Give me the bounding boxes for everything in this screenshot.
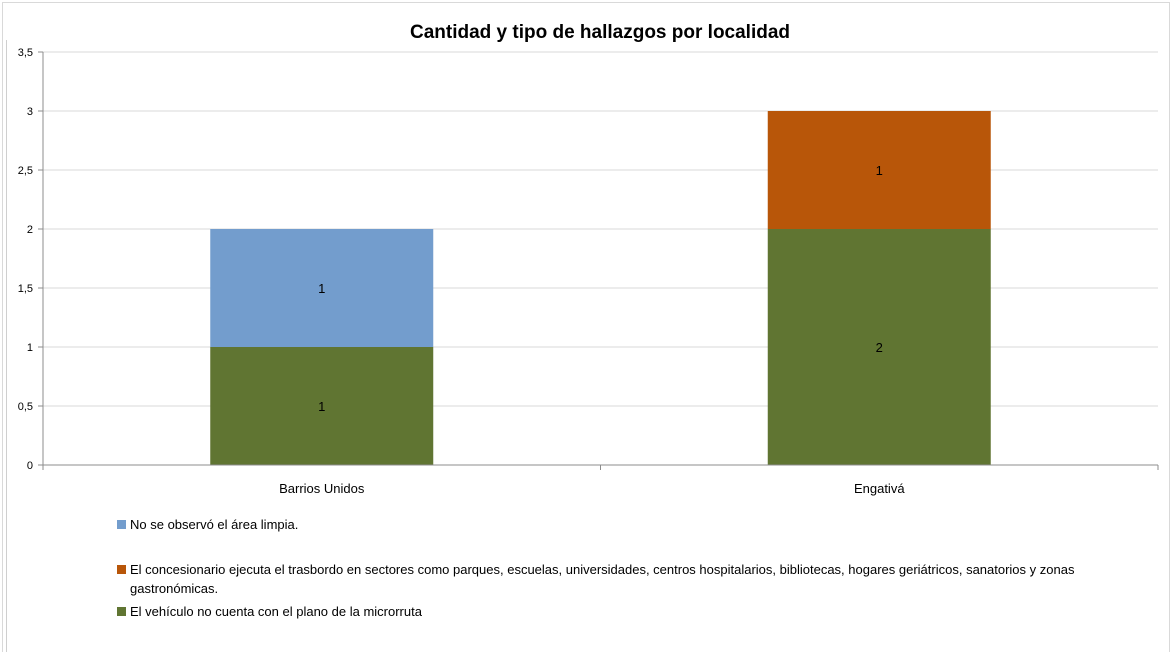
chart-plot: Cantidad y tipo de hallazgos por localid… [18, 22, 1159, 496]
chart-legend: No se observó el área limpia. El concesio… [117, 515, 1117, 621]
legend-item: El concesionario ejecuta el trasbordo en… [117, 560, 1117, 598]
bar-segment [210, 229, 434, 347]
legend-swatch [117, 607, 126, 616]
frame-edge [6, 40, 7, 652]
bar-segment [210, 347, 434, 465]
legend-label: El vehículo no cuenta con el plano de la… [130, 604, 422, 619]
y-tick-label: 3,5 [18, 47, 33, 59]
y-tick-label: 2,5 [18, 165, 33, 177]
bar-segment [767, 229, 991, 465]
data-label: 1 [318, 281, 325, 296]
legend-swatch [117, 565, 126, 574]
y-tick-label: 3 [27, 106, 33, 118]
data-label: 1 [876, 163, 883, 178]
legend-item: El vehículo no cuenta con el plano de la… [117, 602, 1117, 621]
legend-item: No se observó el área limpia. [117, 515, 1117, 534]
legend-label: No se observó el área limpia. [130, 517, 299, 532]
chart-title: Cantidad y tipo de hallazgos por localid… [410, 22, 790, 43]
bar-segment [767, 111, 991, 229]
data-label: 2 [876, 340, 883, 355]
y-tick-label: 1 [27, 342, 33, 354]
data-label: 1 [318, 399, 325, 414]
legend-label: El concesionario ejecuta el trasbordo en… [130, 562, 1075, 596]
legend-swatch [117, 520, 126, 529]
x-tick-label: Barrios Unidos [279, 481, 365, 496]
y-tick-label: 0,5 [18, 401, 33, 413]
x-tick-label: Engativá [854, 481, 905, 496]
y-tick-label: 1,5 [18, 283, 33, 295]
y-tick-label: 0 [27, 460, 33, 472]
y-tick-label: 2 [27, 224, 33, 236]
